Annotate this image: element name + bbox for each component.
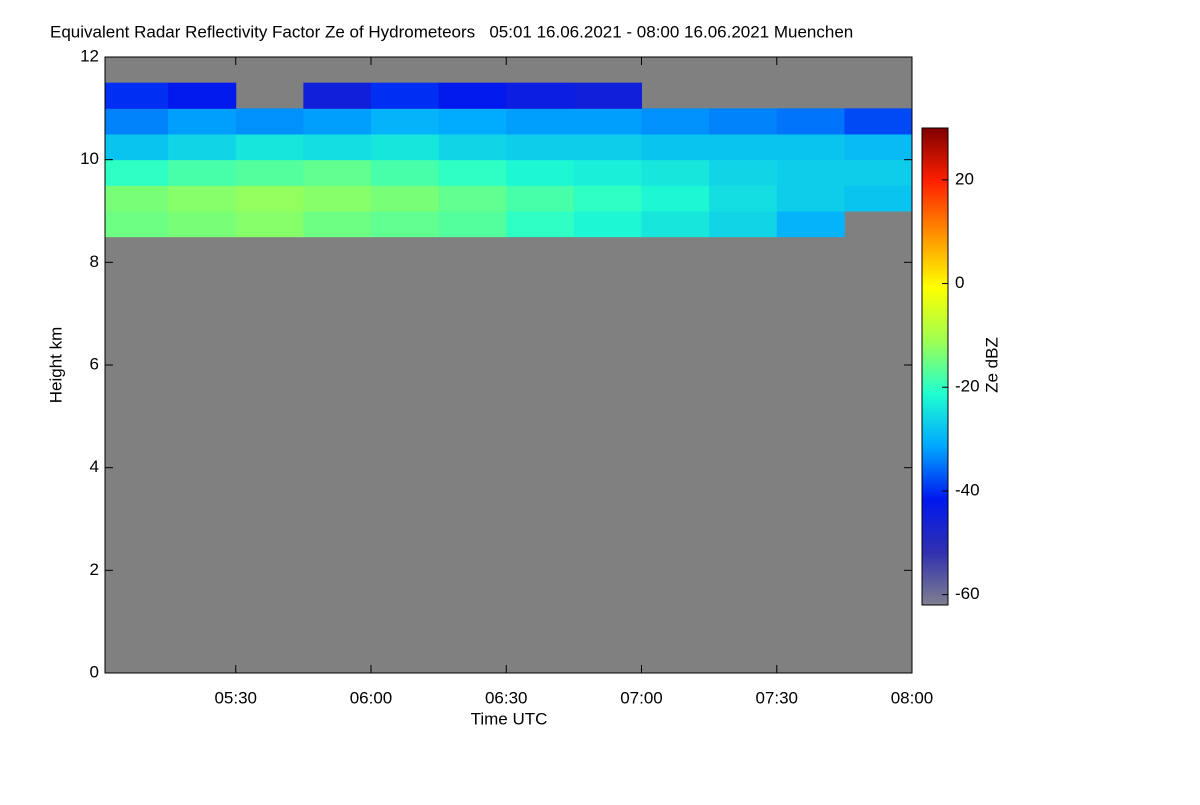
colorbar-tick-label: 20 <box>955 169 974 188</box>
x-axis-label: Time UTC <box>471 709 548 728</box>
heatmap-cell <box>370 82 440 109</box>
chart-title: Equivalent Radar Reflectivity Factor Ze … <box>50 22 853 41</box>
heatmap-cell <box>506 185 575 212</box>
heatmap-cell <box>709 134 778 161</box>
y-axis-label: Height km <box>46 327 65 404</box>
heatmap-cell <box>506 108 575 135</box>
y-tick-label: 2 <box>90 560 99 579</box>
colorbar-label: Ze dBZ <box>982 337 1001 393</box>
heatmap-cell <box>303 108 372 135</box>
colorbar <box>921 127 949 606</box>
x-tick-label: 08:00 <box>891 688 934 707</box>
heatmap-cell <box>641 108 710 135</box>
heatmap-cell <box>573 108 642 135</box>
heatmap-cell <box>844 159 913 186</box>
heatmap-cell <box>303 185 372 212</box>
heatmap-cell <box>573 134 642 161</box>
heatmap-cell <box>235 108 304 135</box>
heatmap-cell <box>303 211 372 238</box>
heatmap-cell <box>105 134 169 161</box>
heatmap-cell <box>506 82 575 109</box>
y-tick-label: 0 <box>90 662 99 681</box>
heatmap-cell <box>709 108 778 135</box>
x-tick-label: 06:30 <box>485 688 528 707</box>
colorbar-tick-label: -60 <box>955 584 980 603</box>
y-tick-label: 8 <box>90 252 99 271</box>
heatmap-cell <box>370 185 440 212</box>
colorbar-tick-label: -20 <box>955 377 980 396</box>
heatmap-cell <box>709 185 778 212</box>
heatmap-cell <box>844 108 913 135</box>
heatmap-cell <box>105 159 169 186</box>
heatmap-cell <box>370 108 440 135</box>
y-tick-label: 10 <box>80 149 99 168</box>
heatmap-cell <box>105 82 169 109</box>
heatmap-cell <box>235 134 304 161</box>
heatmap-cell <box>641 185 710 212</box>
heatmap-cell <box>370 159 440 186</box>
heatmap-cell <box>105 185 169 212</box>
colorbar-tick-label: 0 <box>955 273 964 292</box>
x-tick-label: 06:00 <box>350 688 393 707</box>
heatmap-cell <box>506 159 575 186</box>
x-tick-label: 07:30 <box>755 688 798 707</box>
heatmap-cell <box>303 134 372 161</box>
heatmap-cell <box>776 185 845 212</box>
heatmap-cell <box>370 211 440 238</box>
heatmap-cell <box>105 211 169 238</box>
heatmap-cell <box>370 134 440 161</box>
heatmap-cell <box>506 211 575 238</box>
heatmap-cell <box>573 185 642 212</box>
heatmap-cell <box>776 159 845 186</box>
heatmap-cell <box>168 82 237 109</box>
heatmap-cell <box>438 108 507 135</box>
heatmap-cell <box>438 82 507 109</box>
y-tick-label: 6 <box>90 354 99 373</box>
heatmap-cell <box>573 82 642 109</box>
heatmap-cell <box>776 211 845 238</box>
heatmap-cell <box>303 159 372 186</box>
y-tick-label: 4 <box>90 457 99 476</box>
heatmap-cell <box>235 211 304 238</box>
heatmap-cell <box>438 134 507 161</box>
heatmap-cell <box>235 159 304 186</box>
heatmap-cell <box>168 185 237 212</box>
heatmap-cell <box>506 134 575 161</box>
heatmap-cell <box>438 185 507 212</box>
heatmap-cell <box>105 108 169 135</box>
heatmap-cell <box>641 211 710 238</box>
heatmap-cell <box>709 159 778 186</box>
y-tick-label: 12 <box>80 46 99 65</box>
heatmap-cell <box>573 211 642 238</box>
colorbar-tick-label: -40 <box>955 480 980 499</box>
heatmap-cell <box>776 134 845 161</box>
heatmap-cell <box>641 134 710 161</box>
heatmap-cell <box>573 159 642 186</box>
heatmap-cell <box>844 185 913 212</box>
heatmap-cell <box>235 185 304 212</box>
x-tick-label: 05:30 <box>214 688 257 707</box>
heatmap-cell <box>303 82 372 109</box>
heatmap-cell <box>844 134 913 161</box>
heatmap-cell <box>641 159 710 186</box>
x-tick-label: 07:00 <box>620 688 663 707</box>
heatmap-cell <box>168 211 237 238</box>
heatmap-cell <box>776 108 845 135</box>
heatmap-cell <box>438 159 507 186</box>
heatmap-cell <box>168 134 237 161</box>
heatmap-cell <box>438 211 507 238</box>
heatmap-cell <box>168 108 237 135</box>
heatmap-cell <box>168 159 237 186</box>
heatmap-cell <box>709 211 778 238</box>
